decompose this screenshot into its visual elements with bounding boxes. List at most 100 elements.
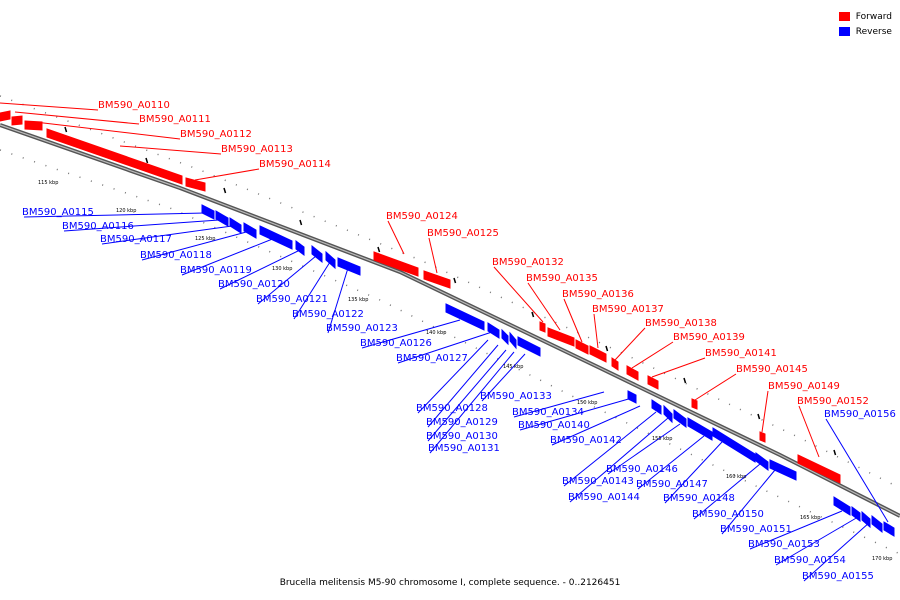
gene-label: BM590_A0139 [673, 332, 745, 343]
gene-label: BM590_A0122 [292, 309, 364, 320]
reverse-gene-block [295, 240, 305, 256]
forward-gene-block [589, 345, 607, 363]
gene-label: BM590_A0115 [22, 207, 94, 218]
kbp-tick-label: 165 kbp [800, 515, 820, 521]
reverse-gene-block [851, 506, 861, 522]
gene-label: BM590_A0135 [526, 273, 598, 284]
leader-line [607, 423, 681, 475]
leader-line [749, 510, 843, 550]
leader-line [181, 237, 276, 276]
reverse-gene-block [445, 303, 485, 331]
ruler-tick [453, 277, 457, 284]
leader-line [0, 102, 99, 111]
gene-label: BM590_A0133 [480, 391, 552, 402]
kbp-tick-label: 115 kbp [38, 180, 58, 186]
ruler-tick [757, 413, 761, 420]
gene-label: BM590_A0143 [562, 476, 634, 487]
reverse-gene-block [337, 257, 361, 276]
forward-gene-block [373, 251, 419, 277]
gene-label: BM590_A0125 [427, 228, 499, 239]
ruler-tick [683, 377, 687, 384]
gene-label: BM590_A0114 [259, 159, 331, 170]
gene-label: BM590_A0129 [426, 417, 498, 428]
reverse-gene-block [501, 328, 509, 346]
leader-line [293, 261, 331, 320]
gene-label: BM590_A0116 [62, 221, 134, 232]
gene-label: BM590_A0147 [636, 479, 708, 490]
leader-line [257, 255, 317, 305]
leader-line [631, 341, 674, 369]
leader-line [23, 212, 206, 218]
reverse-gene-block [883, 521, 895, 537]
leader-line [141, 230, 251, 261]
forward-gene-block [547, 327, 575, 347]
kbp-tick-label: 135 kbp [348, 297, 368, 303]
gene-label: BM590_A0134 [512, 407, 584, 418]
forward-gene-block [575, 339, 589, 355]
leader-line [119, 145, 222, 155]
leader-line [527, 282, 561, 331]
leader-line [101, 225, 233, 245]
reverse-gene-block [651, 399, 662, 415]
kbp-tick-label: 160 kbp [726, 474, 746, 480]
gene-label: BM590_A0149 [768, 381, 840, 392]
legend-item-forward: Forward [838, 9, 892, 24]
reverse-gene-block [687, 417, 713, 441]
leader-line [481, 353, 526, 402]
reverse-gene-block [871, 514, 883, 534]
leader-line [493, 266, 544, 323]
forward-swatch [838, 12, 850, 21]
leader-line [664, 441, 723, 504]
legend-label: Forward [855, 11, 892, 22]
gene-label: BM590_A0151 [720, 524, 792, 535]
gene-label: BM590_A0144 [568, 492, 640, 503]
leader-line [593, 313, 599, 349]
leader-line [803, 521, 871, 582]
leader-line [775, 516, 859, 566]
gene-label: BM590_A0137 [592, 304, 664, 315]
leader-line [34, 121, 181, 140]
leader-line [63, 219, 220, 232]
leader-line [825, 418, 889, 523]
leader-line [694, 373, 737, 401]
gene-label: BM590_A0110 [98, 100, 170, 111]
leader-line [397, 331, 493, 364]
ruler-tick [531, 311, 535, 318]
gene-label: BM590_A0121 [256, 294, 328, 305]
forward-gene-block [611, 357, 619, 371]
gene-label: BM590_A0140 [518, 420, 590, 431]
leader-line [637, 435, 705, 490]
kbp-tick-label: 120 kbp [116, 208, 136, 214]
leader-line [569, 417, 669, 503]
ruler-tick [833, 449, 837, 456]
reverse-gene-block [243, 222, 257, 239]
ruler-tick [64, 126, 68, 133]
leader-line [761, 390, 769, 433]
reverse-gene-block [259, 225, 293, 250]
reverse-swatch [838, 27, 850, 36]
reverse-gene-block [311, 244, 323, 264]
forward-gene-block [423, 270, 451, 289]
reverse-gene-block [201, 204, 215, 220]
forward-gene-block [539, 321, 546, 333]
leader-line [417, 339, 489, 414]
gene-label: BM590_A0123 [326, 323, 398, 334]
gene-label: BM590_A0136 [562, 289, 634, 300]
reverse-gene-block [487, 322, 500, 339]
legend: Forward Reverse [838, 9, 892, 39]
forward-gene-block [797, 454, 841, 484]
leader-line [563, 411, 657, 487]
gene-label: BM590_A0117 [100, 234, 172, 245]
legend-label: Reverse [855, 26, 892, 37]
gene-label: BM590_A0120 [218, 279, 290, 290]
leader-line [614, 327, 646, 361]
leader-line [194, 168, 260, 181]
forward-gene-block [626, 365, 639, 381]
reverse-gene-block [673, 409, 687, 428]
gene-label: BM590_A0124 [386, 211, 458, 222]
kbp-tick-label: 155 kbp [652, 436, 672, 442]
leader-line [219, 249, 301, 290]
gene-label: BM590_A0146 [606, 464, 678, 475]
gene-label: BM590_A0156 [824, 409, 896, 420]
